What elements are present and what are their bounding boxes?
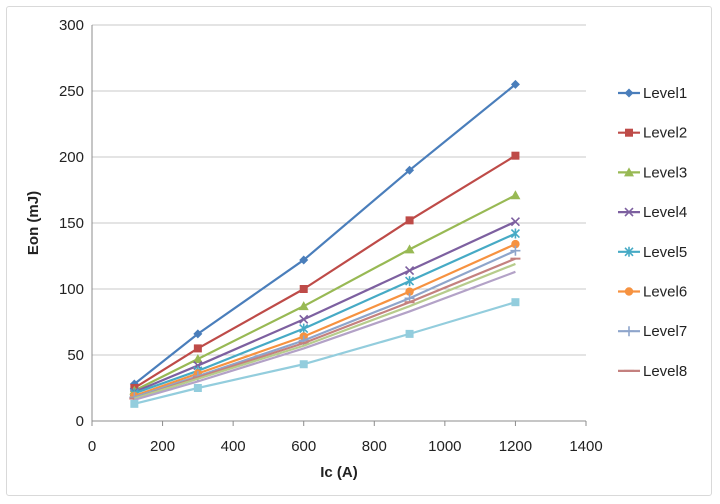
data-point	[299, 314, 309, 324]
x-tick-label: 1400	[569, 438, 602, 455]
x-tick-label: 800	[362, 438, 387, 455]
y-tick-label: 300	[59, 17, 84, 34]
data-point	[298, 301, 309, 311]
y-tick-label: 0	[76, 413, 84, 430]
legend-label: Level1	[643, 85, 687, 102]
x-tick-label: 0	[88, 438, 96, 455]
plot-series	[129, 79, 521, 408]
legend-label: Level6	[643, 284, 687, 301]
legend-item-level3: Level3	[618, 164, 687, 181]
data-point	[405, 165, 415, 175]
legend-label: Level2	[643, 125, 687, 142]
y-tick-label: 50	[67, 347, 84, 364]
data-point	[299, 360, 308, 369]
y-tick-label: 200	[59, 149, 84, 166]
data-point	[405, 276, 415, 287]
x-tick-labels: 0 200 400 600 800 1000 1200 1400	[88, 421, 603, 455]
legend-item-level6: Level6	[618, 284, 687, 301]
legend-item-level1: Level1	[618, 85, 687, 102]
y-tick-labels: 0 50 100 150 200 250 300	[59, 17, 84, 430]
y-tick-label: 100	[59, 281, 84, 298]
series-level5	[129, 228, 520, 399]
data-point	[510, 217, 520, 227]
legend-label: Level7	[643, 323, 687, 340]
data-point	[299, 285, 308, 293]
data-point	[299, 323, 309, 334]
legend-item-level5: Level5	[618, 244, 687, 261]
data-point	[299, 255, 309, 265]
legend-item-level4: Level4	[618, 204, 687, 221]
x-tick-label: 400	[221, 438, 246, 455]
legend: Level1 Level2 Level3 Level4 Level5 Level6 Leve…	[618, 85, 687, 380]
chart-frame	[6, 6, 712, 496]
series-unlabeled-10	[130, 298, 520, 408]
data-point	[130, 399, 139, 408]
legend-marker	[625, 128, 633, 137]
data-point	[510, 190, 521, 200]
data-point	[193, 384, 202, 392]
legend-marker	[624, 246, 634, 257]
data-point	[193, 329, 203, 339]
series-level2	[130, 151, 520, 392]
series-unlabeled-8	[134, 262, 516, 400]
grid-lines	[91, 24, 586, 422]
legend-marker	[624, 167, 634, 177]
legend-label: Level5	[643, 244, 687, 261]
x-tick-label: 200	[150, 438, 175, 455]
legend-marker	[624, 207, 634, 217]
y-axis-title: Eon (mJ)	[25, 191, 42, 255]
legend-label: Level8	[643, 363, 687, 380]
data-point	[404, 244, 415, 254]
data-point	[510, 79, 520, 89]
legend-marker	[624, 326, 634, 337]
series-unlabeled-9	[134, 270, 516, 401]
x-tick-label: 1000	[428, 438, 461, 455]
x-tick-label: 600	[291, 438, 316, 455]
data-point	[510, 245, 521, 256]
legend-item-level2: Level2	[618, 125, 687, 142]
data-point	[192, 353, 203, 363]
series-level4	[129, 217, 520, 397]
data-point	[405, 329, 414, 338]
legend-marker	[624, 88, 634, 98]
legend-marker	[624, 287, 634, 296]
series-line	[133, 220, 516, 393]
data-point	[193, 344, 202, 353]
legend-item-level7: Level7	[618, 323, 687, 340]
legend-label: Level4	[643, 204, 687, 221]
data-point	[405, 265, 415, 276]
series-line	[134, 270, 516, 401]
series-line	[133, 154, 517, 389]
y-tick-label: 150	[59, 215, 84, 232]
y-tick-label: 250	[59, 83, 84, 100]
legend-item-level8: Level8	[618, 363, 687, 380]
x-axis-title: Ic (A)	[320, 464, 358, 481]
series-level1	[129, 79, 520, 389]
data-point	[405, 287, 414, 296]
series-line	[133, 83, 517, 385]
legend-label: Level3	[643, 164, 687, 181]
data-point	[405, 216, 414, 225]
data-point	[511, 298, 520, 307]
data-point	[510, 228, 520, 239]
x-tick-label: 1200	[499, 438, 532, 455]
series-line	[134, 262, 516, 400]
data-point	[511, 239, 520, 249]
data-point	[511, 151, 520, 160]
